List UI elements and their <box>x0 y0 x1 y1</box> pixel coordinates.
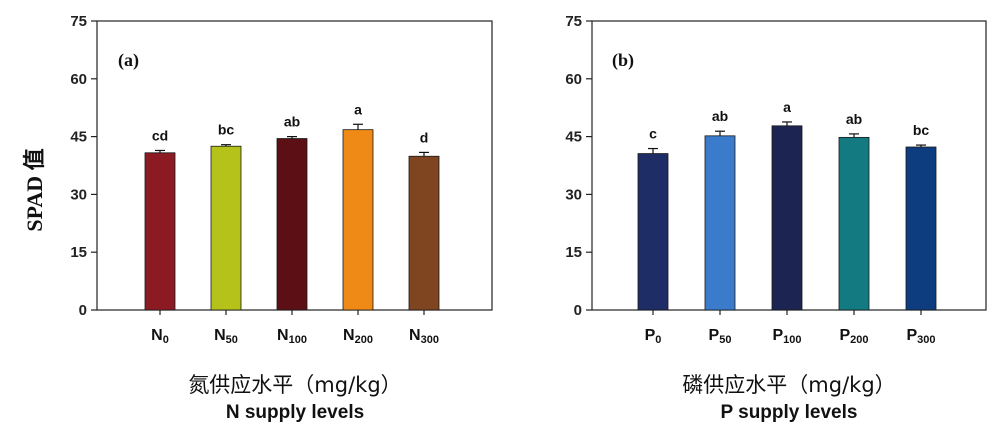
panel-a-y-tick-label: 15 <box>70 244 87 261</box>
panel-b-y-tick-label: 15 <box>565 244 582 261</box>
panel-b-significance-label: ab <box>846 111 862 127</box>
panel-b-bars: c ab a ab bc <box>637 99 937 311</box>
panel-b-y-tick-label: 75 <box>565 13 582 30</box>
panel-a-bar <box>342 129 374 311</box>
panel-a-significance-label: ab <box>284 114 300 130</box>
panel-b-error-bar <box>648 147 658 154</box>
panel-a-category-label: N200 <box>343 327 373 346</box>
panel-b-y-tick-label: 45 <box>565 129 582 146</box>
panel-b-y-tick-label: 60 <box>565 71 582 88</box>
panel-a-bar <box>144 152 176 311</box>
panel-a-category-label: N0 <box>151 327 169 346</box>
panel-a-significance-label: cd <box>152 127 168 143</box>
panel-a-category-label: N100 <box>277 327 307 346</box>
panel-a-y-axis: 0 15 30 45 60 75 <box>70 13 97 319</box>
panel-b-y-tick-label: 30 <box>565 186 582 203</box>
panel-b-x-title-cn: 磷供应水平（mg/kg） <box>682 373 895 397</box>
panel-b-category-label: P300 <box>906 327 935 346</box>
panel-b-error-bar <box>849 133 859 138</box>
panel-b-bar <box>704 135 736 311</box>
panel-a-y-tick-label: 75 <box>70 13 87 30</box>
panel-b-significance-label: ab <box>712 108 728 124</box>
panel-a-category-label: N300 <box>409 327 439 346</box>
panel-a-label: (a) <box>118 50 139 71</box>
panel-a-bar <box>408 155 440 311</box>
panel-a-error-bar <box>287 136 297 139</box>
panel-b-error-bar <box>715 130 725 136</box>
panel-a-error-bar <box>155 149 165 153</box>
panel-b-category-label: P100 <box>772 327 801 346</box>
panel-b-significance-label: c <box>649 126 657 142</box>
panel-b-significance-label: bc <box>913 122 930 138</box>
panel-b-label: (b) <box>612 50 634 71</box>
panel-a-significance-label: a <box>354 101 362 117</box>
panel-a: (a) 0 15 30 45 60 75 cd bc ab a d N0 N50 N100 N200 N3… <box>70 13 493 423</box>
panel-a-error-bar <box>221 144 231 147</box>
panel-a-significance-label: d <box>420 129 429 145</box>
panel-a-bar <box>276 138 308 311</box>
panel-b-y-tick-label: 0 <box>574 302 582 319</box>
panel-a-bar <box>210 145 242 311</box>
panel-b-x-axis: P0 P50 P100 P200 P300 <box>645 310 936 346</box>
panel-a-x-axis: N0 N50 N100 N200 N300 <box>151 310 439 346</box>
panel-b-x-title-en: P supply levels <box>721 402 858 423</box>
panel-a-x-title-cn: 氮供应水平（mg/kg） <box>188 373 401 397</box>
panel-a-significance-label: bc <box>218 122 235 138</box>
panel-a-bars: cd bc ab a d <box>144 101 440 311</box>
panel-b-category-label: P50 <box>709 327 732 346</box>
panel-a-y-tick-label: 60 <box>70 71 87 88</box>
panel-a-y-tick-label: 0 <box>79 302 87 319</box>
y-axis-title: SPAD 值 <box>22 148 47 231</box>
panel-a-y-tick-label: 45 <box>70 129 87 146</box>
panel-a-category-label: N50 <box>214 327 238 346</box>
panel-b-bar <box>637 153 669 311</box>
panel-a-x-title-en: N supply levels <box>226 402 364 423</box>
panel-b-significance-label: a <box>783 99 791 115</box>
panel-b-y-axis: 0 15 30 45 60 75 <box>565 13 592 319</box>
panel-b-bar <box>771 125 803 311</box>
panel-b: (b) 0 15 30 45 60 75 c ab a ab bc P0 P50 P100 P200 P3… <box>565 13 987 423</box>
panel-b-error-bar <box>782 121 792 126</box>
panel-b-category-label: P0 <box>645 327 662 346</box>
panel-b-error-bar <box>916 144 926 148</box>
panel-b-category-label: P200 <box>839 327 868 346</box>
panel-a-error-bar <box>353 123 363 130</box>
panel-b-bar <box>905 146 937 311</box>
panel-a-y-tick-label: 30 <box>70 186 87 203</box>
panel-b-bar <box>838 136 870 311</box>
panel-a-error-bar <box>419 151 429 157</box>
